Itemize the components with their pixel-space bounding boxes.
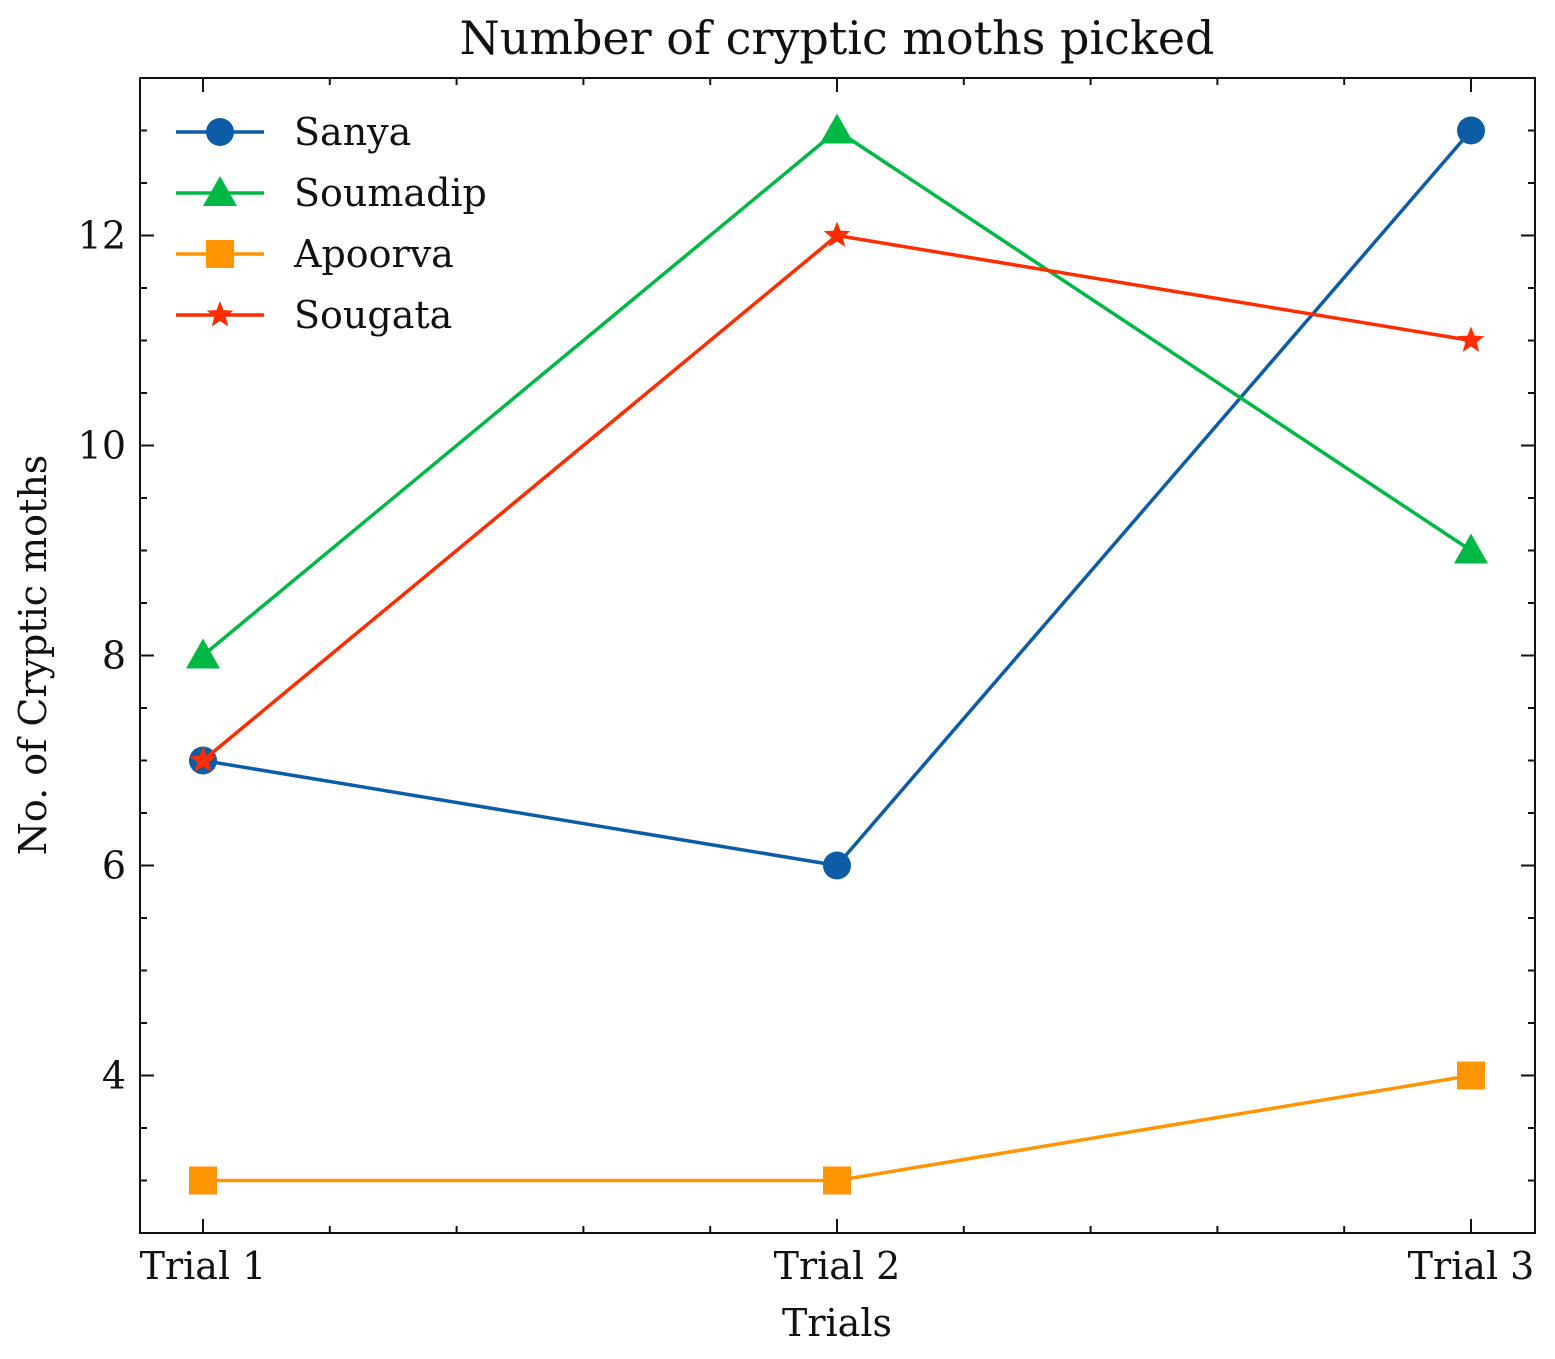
y-tick-label: 8 (102, 634, 126, 678)
ticks-layer: Trial 1 Trial 2 Trial 3 4 6 8 10 12 (78, 77, 1535, 1288)
data-point-apoorva (823, 1166, 851, 1195)
legend-label-sougata: Sougata (294, 293, 452, 337)
legend-marker-soumadip (203, 176, 237, 206)
legend: Sanya Soumadip Apoorva Sougata (176, 110, 487, 337)
series-layer (186, 113, 1488, 1195)
legend-label-apoorva: Apoorva (293, 232, 454, 276)
x-tick-label: Trial 1 (140, 1244, 267, 1288)
data-point-sanya (823, 851, 851, 880)
data-point-soumadip (186, 638, 220, 669)
legend-label-soumadip: Soumadip (294, 171, 487, 215)
data-point-apoorva (1457, 1061, 1485, 1090)
data-point-apoorva (189, 1166, 217, 1195)
legend-label-sanya: Sanya (294, 110, 411, 154)
legend-marker-sanya (206, 118, 234, 146)
data-point-sougata (823, 221, 851, 247)
y-tick-label: 12 (78, 214, 126, 258)
data-point-sanya (1457, 116, 1485, 145)
chart-title: Number of cryptic moths picked (459, 11, 1214, 65)
data-point-sougata (189, 746, 217, 772)
legend-marker-sougata (206, 301, 234, 327)
data-point-sougata (1457, 326, 1485, 352)
frame-layer (139, 77, 1536, 1234)
x-tick-label: Trial 2 (774, 1244, 901, 1288)
x-tick-label: Trial 3 (1408, 1244, 1535, 1288)
legend-marker-apoorva (206, 240, 234, 268)
data-point-soumadip (820, 113, 854, 144)
y-tick-label: 10 (78, 424, 126, 468)
plot-frame (139, 77, 1536, 1234)
y-tick-label: 6 (102, 844, 126, 888)
y-tick-label: 4 (102, 1054, 126, 1098)
data-point-soumadip (1454, 533, 1488, 564)
y-axis-label: No. of Cryptic moths (11, 455, 55, 856)
x-axis-label: Trials (782, 1301, 892, 1345)
